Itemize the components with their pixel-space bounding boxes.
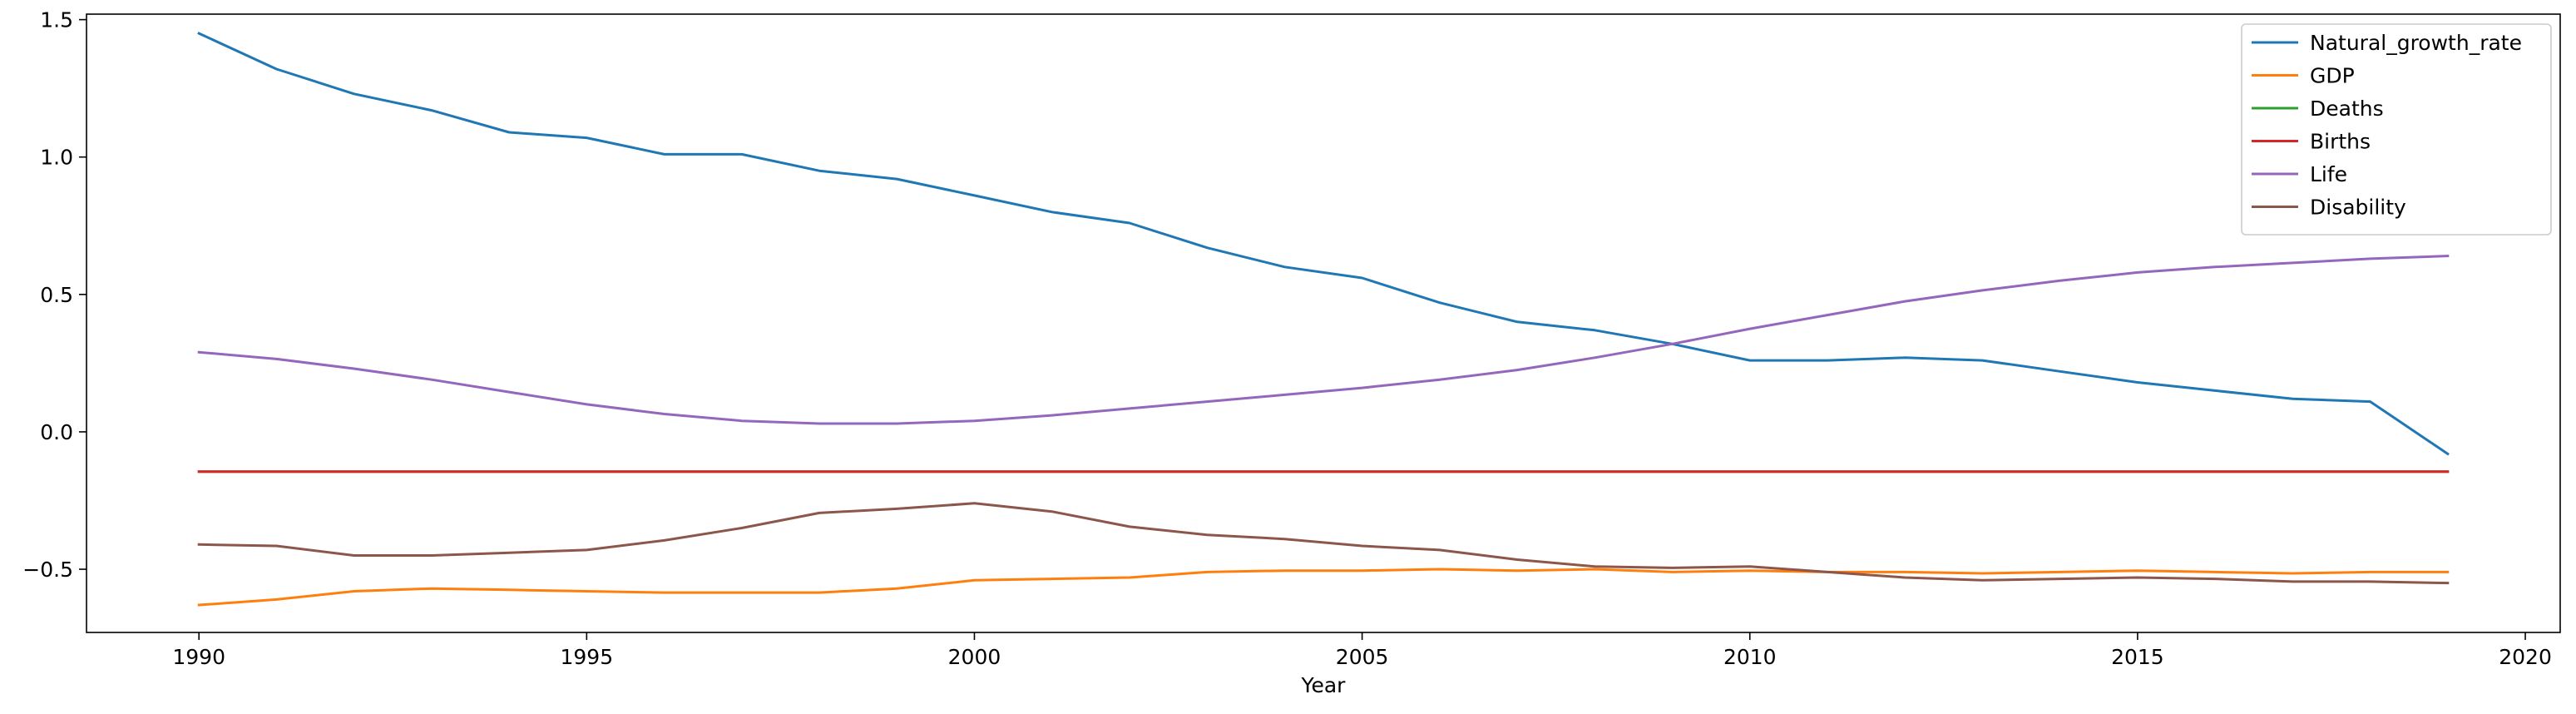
x-tick-label: 1995 — [561, 645, 614, 669]
x-tick-label: 2005 — [1336, 645, 1389, 669]
plot-frame — [86, 13, 2561, 633]
legend: Natural_growth_rate GDP Deaths Births Life Di… — [2241, 23, 2552, 236]
y-tick-label: 1.5 — [40, 8, 73, 32]
x-axis-title: Year — [1301, 673, 1347, 697]
legend-label: Births — [2310, 130, 2371, 154]
x-tick-label: 1990 — [172, 645, 225, 669]
legend-label: GDP — [2310, 64, 2355, 88]
y-tick-label: 0.0 — [40, 420, 73, 444]
legend-label: Natural_growth_rate — [2310, 31, 2522, 55]
series-line-gdp — [197, 568, 2450, 607]
x-tick-label: 2010 — [1723, 645, 1777, 669]
y-axis: −0.5 0.0 0.5 1.0 1.5 — [22, 8, 87, 582]
x-axis: 1990 1995 2000 2005 2010 2015 2020 — [172, 632, 2552, 669]
series-line-life — [197, 255, 2450, 425]
series-line-natural-growth-rate — [197, 32, 2450, 456]
legend-label: Life — [2310, 162, 2347, 186]
y-tick-label: −0.5 — [22, 558, 73, 582]
x-tick-label: 2015 — [2111, 645, 2164, 669]
x-tick-label: 2020 — [2499, 645, 2552, 669]
series-layer — [197, 32, 2450, 607]
legend-box — [2241, 23, 2552, 236]
y-tick-label: 0.5 — [40, 283, 73, 307]
legend-label: Deaths — [2310, 97, 2384, 121]
x-tick-label: 2000 — [948, 645, 1001, 669]
series-line-disability — [197, 502, 2450, 585]
legend-label: Disability — [2310, 196, 2406, 220]
y-tick-label: 1.0 — [40, 146, 73, 170]
